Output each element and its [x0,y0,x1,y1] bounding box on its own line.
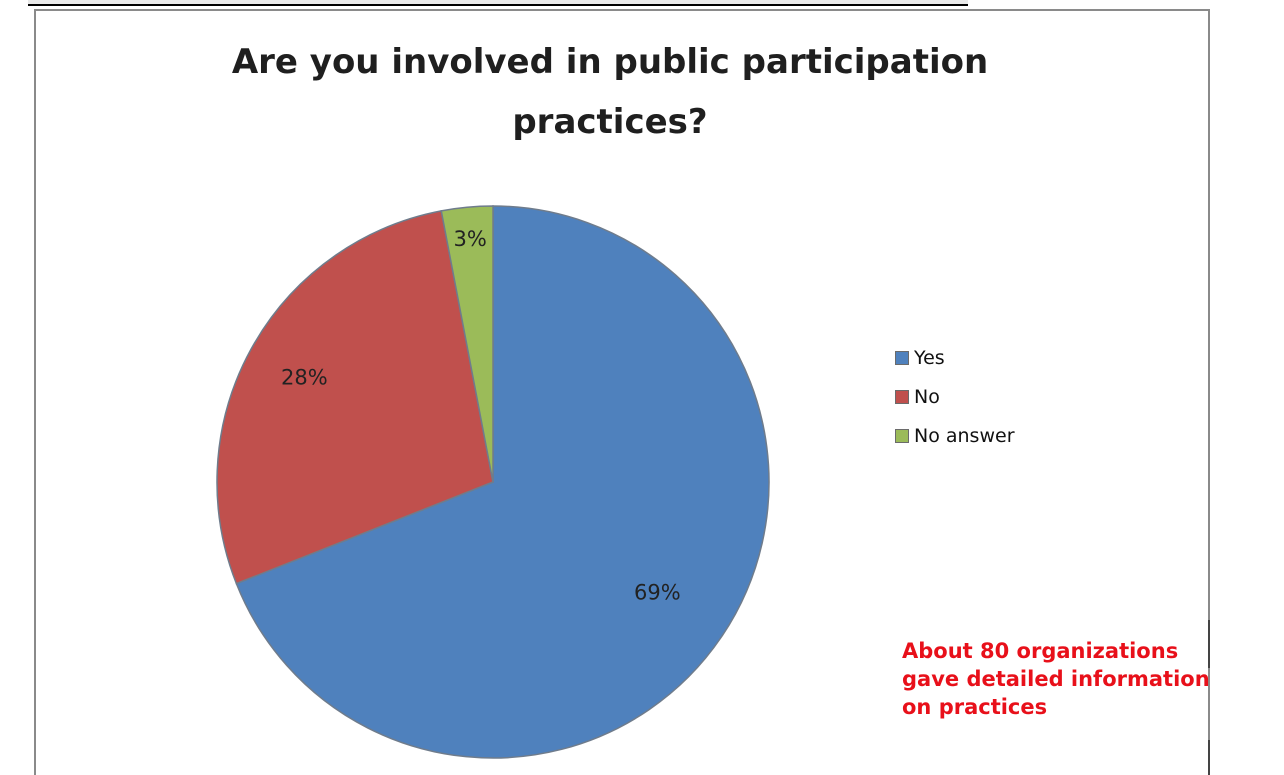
legend-item-yes: Yes [895,338,1015,377]
legend-swatch-no-answer [895,428,909,443]
figure-caption-fragment [28,0,968,6]
data-label-yes: 69% [634,581,681,605]
frame-edge-tick [1208,620,1210,668]
data-label-no: 28% [281,365,328,389]
pie-slice-no [216,210,494,585]
data-label-no-answer: 3% [453,227,486,251]
chart-title: Are you involved in public participation… [231,42,989,142]
chart-legend: Yes No No answer [895,338,1015,455]
frame-edge-tick [1208,740,1210,775]
legend-label-no-answer: No answer [914,424,1015,447]
legend-label-yes: Yes [914,346,945,369]
legend-item-no-answer: No answer [895,416,1015,455]
legend-swatch-yes [895,350,909,365]
legend-item-no: No [895,377,1015,416]
legend-label-no: No [914,385,940,408]
pie-chart: 69% 28% 3% [216,205,770,759]
legend-swatch-no [895,389,909,404]
annotation-note: About 80 organizations gave detailed inf… [902,639,1210,719]
pie-slice-no-answer [440,205,494,483]
pie-slice-yes [235,205,770,759]
